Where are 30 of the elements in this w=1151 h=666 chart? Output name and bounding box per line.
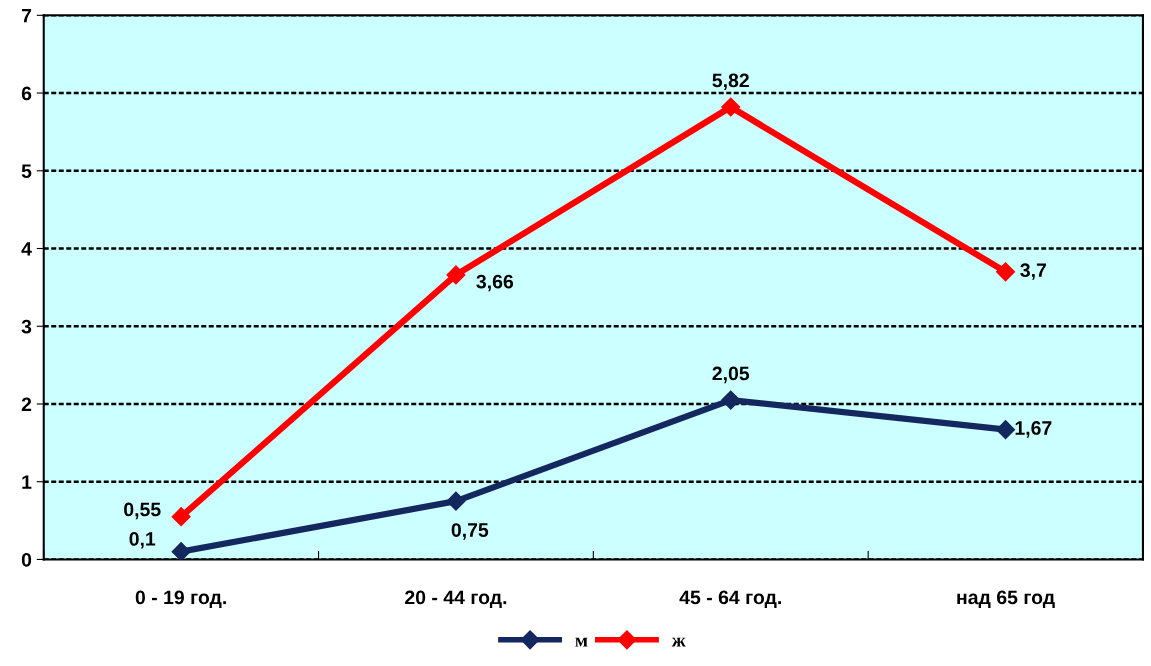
point [446,491,466,511]
data-label: 1,67 [1015,421,1052,438]
y-tick-label: 4 [21,242,32,256]
y-tick-label: 6 [21,86,32,101]
data-label: 0,75 [451,523,489,540]
y-tick-label: 5 [21,164,32,179]
y-tick-label: 3 [21,319,32,334]
data-label: 2,05 [712,366,750,384]
data-label: 3,66 [476,274,514,292]
point [171,542,191,560]
data-label: 0,1 [129,532,156,549]
data-label: 5,82 [712,73,749,91]
x-tick-label: 20 - 44 год. [405,590,507,608]
y-tick-label: 7 [21,8,32,23]
point [996,262,1016,282]
y-tick-label: 0 [21,552,32,567]
x-tick-label: 45 - 64 год. [679,590,781,608]
x-tick-label: над 65 год [957,590,1055,608]
data-label: 3,7 [1020,263,1046,280]
point [171,507,191,527]
y-tick-label: 1 [22,475,32,489]
point [721,390,741,410]
point [996,420,1016,440]
data-label: 0,55 [124,502,161,520]
legend-label: ж [671,637,686,647]
legend-label: м [575,637,588,647]
point [721,97,741,117]
y-tick-label: 2 [21,397,32,412]
point [446,265,466,285]
x-tick-label: 0 - 19 год. [135,590,226,608]
